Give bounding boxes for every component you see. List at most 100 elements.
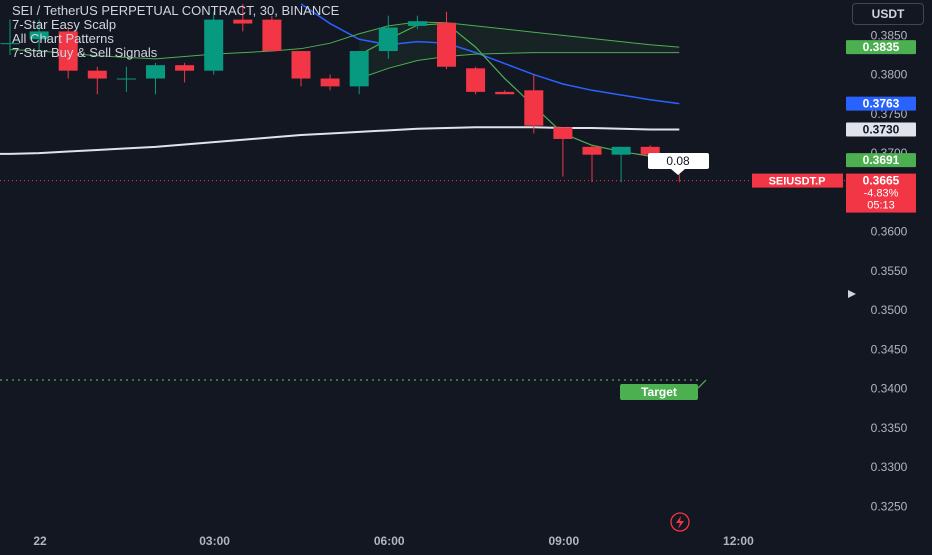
candle-body (0, 43, 20, 45)
candle-body (262, 19, 282, 52)
price-tag-change: -4.83% (864, 188, 899, 200)
price-badge-box (846, 153, 916, 168)
candle[interactable] (233, 3, 253, 32)
lightning-icon[interactable] (670, 512, 690, 532)
candle-body (407, 21, 427, 26)
lightning-icon-ring (670, 512, 690, 532)
candle-body (524, 90, 544, 126)
candle[interactable] (582, 145, 602, 183)
candle[interactable] (495, 90, 515, 95)
candle[interactable] (146, 62, 165, 95)
symbol-tag-text: SEIUSDT.P (769, 176, 826, 188)
candle[interactable] (175, 62, 195, 83)
ma-white-line (0, 126, 680, 155)
candle[interactable] (262, 15, 282, 52)
indicator-easy-scalp[interactable]: 7-Star Easy Scalp (12, 17, 117, 32)
x-tick-label: 06:00 (374, 534, 405, 548)
scroll-right-icon[interactable] (848, 290, 856, 298)
y-tick-label: 0.3400 (871, 382, 908, 396)
target-label-text: Target (641, 385, 677, 399)
x-tick-label: 12:00 (723, 534, 754, 548)
candle[interactable] (29, 19, 49, 52)
price-badge-box (846, 96, 916, 111)
candle-body (233, 19, 253, 24)
candle-body (291, 51, 311, 79)
candle-body (58, 31, 78, 71)
target-label-box (620, 384, 698, 401)
candle-body (175, 65, 195, 71)
x-tick-label: 03:00 (199, 534, 230, 548)
price-badge: 0.3763 (846, 96, 916, 111)
signal-callout-text: 0.08 (666, 154, 690, 168)
signal-callout[interactable]: 0.08 (648, 153, 709, 175)
indicator-chart-patterns[interactable]: All Chart Patterns (12, 31, 114, 46)
candle[interactable] (0, 19, 20, 55)
target-pointer (697, 379, 707, 389)
candle[interactable] (407, 15, 427, 30)
price-tag-value: 0.3665 (863, 174, 900, 188)
price-badge-text: 0.3763 (863, 97, 900, 111)
candle-body (320, 78, 340, 87)
candle-body (437, 22, 456, 67)
candle-body (116, 78, 136, 80)
candle[interactable] (87, 66, 107, 95)
y-tick-label: 0.3350 (871, 421, 908, 435)
price-badge-text: 0.3691 (863, 153, 900, 167)
candle-body (495, 91, 515, 95)
band-lower-line (359, 52, 680, 79)
signal-callout-box (648, 153, 709, 169)
target-label[interactable]: Target (620, 384, 698, 401)
candle[interactable] (611, 146, 631, 183)
candle-body (466, 68, 486, 92)
candle-body (553, 127, 573, 139)
y-tick-label: 0.3500 (871, 303, 908, 317)
price-tag-countdown: 05:13 (867, 200, 895, 212)
signal-callout-arrow (671, 169, 685, 175)
candle[interactable] (378, 15, 398, 59)
candle-body (29, 31, 49, 40)
candle[interactable] (466, 66, 486, 95)
candle[interactable] (524, 74, 544, 134)
y-tick-label: 0.3450 (871, 342, 908, 356)
band-upper-line (9, 21, 680, 60)
candle-body (146, 65, 165, 79)
candle-body (349, 51, 369, 87)
y-tick-label: 0.3850 (871, 28, 908, 42)
indicator-buy-sell-signals[interactable]: 7-Star Buy & Sell Signals (12, 45, 158, 60)
candle[interactable] (349, 51, 369, 95)
candle[interactable] (58, 27, 78, 79)
candle[interactable] (437, 11, 456, 70)
candle-body (611, 146, 631, 155)
candle[interactable] (320, 74, 340, 91)
x-tick-label: 22 (33, 534, 47, 548)
candle-body (378, 27, 398, 52)
lightning-icon-bolt (676, 516, 684, 529)
price-badge-box (846, 40, 916, 55)
candle[interactable] (204, 11, 224, 75)
candle[interactable] (291, 51, 311, 87)
price-tag-box (846, 173, 916, 213)
candle[interactable] (116, 66, 136, 92)
price-badge: 0.3835 (846, 40, 916, 55)
symbol-title[interactable]: SEI / TetherUS PERPETUAL CONTRACT, 30, B… (12, 3, 340, 18)
price-badge: 0.3730 (846, 122, 916, 137)
price-badge: 0.3691 (846, 153, 916, 168)
candle-body (582, 146, 602, 155)
price-badge-text: 0.3835 (863, 40, 900, 54)
candle-body (87, 70, 107, 79)
price-badge-text: 0.3730 (863, 123, 900, 137)
x-tick-label: 09:00 (548, 534, 579, 548)
ma-blue-line (300, 3, 680, 105)
y-tick-label: 0.3600 (871, 225, 908, 239)
y-tick-label: 0.3550 (871, 264, 908, 278)
symbol-tag-box (752, 173, 843, 188)
candle-body (640, 146, 660, 155)
candle[interactable] (553, 127, 573, 177)
y-tick-label: 0.3300 (871, 460, 908, 474)
price-badge-box (846, 122, 916, 137)
current-price-tag[interactable]: SEIUSDT.P 0.3665-4.83%05:13 (752, 173, 916, 213)
candle-body (204, 19, 224, 71)
currency-button[interactable]: USDT (852, 3, 924, 25)
